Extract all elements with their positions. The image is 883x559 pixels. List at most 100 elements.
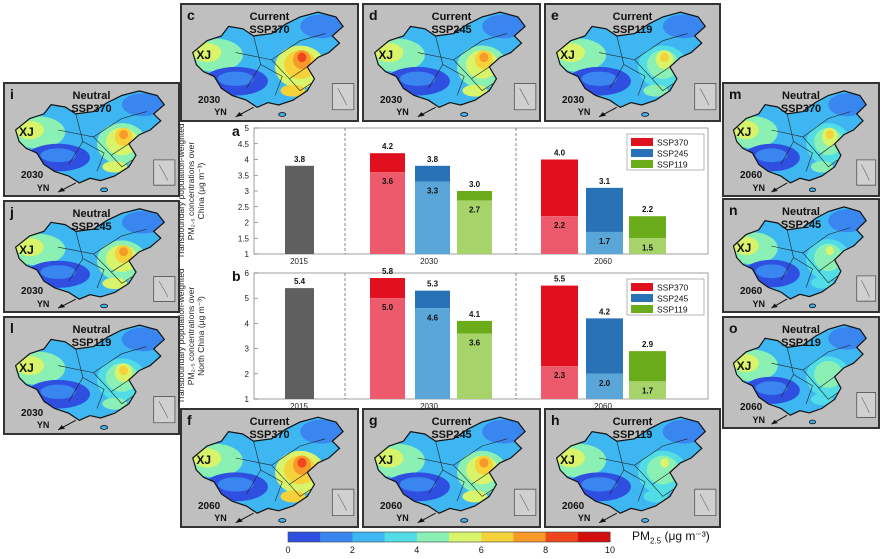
panel-title: Neutral SSP119 <box>781 324 821 349</box>
map-panel-l: l Neutral SSP119 2030 XJ YN <box>3 316 180 435</box>
colorbar-tick-label: 8 <box>543 545 548 555</box>
map-panel-f: f Current SSP370 2060 XJ YN <box>180 408 359 528</box>
colorbar-tick-label: 10 <box>605 545 615 555</box>
panel-letter: c <box>187 7 195 23</box>
x-tick-label: 2030 <box>420 257 438 266</box>
y-tick-label: 4 <box>245 319 250 328</box>
y-tick-label: 5 <box>245 124 250 133</box>
panel-title: Current SSP370 <box>249 11 290 36</box>
label-xj: XJ <box>560 47 575 62</box>
colorbar-segment <box>449 532 482 542</box>
label-xj: XJ <box>560 453 575 468</box>
label-yn: YN <box>752 415 765 426</box>
label-yn: YN <box>396 107 409 118</box>
label-xj: XJ <box>196 453 211 468</box>
bar-SSP119-2030-base <box>457 333 492 399</box>
map-panel-i: i Neutral SSP370 2030 XJ YN <box>3 82 180 197</box>
panel-year: 2030 <box>562 95 585 106</box>
bar-total-label: 5.5 <box>554 275 566 284</box>
label-yn: YN <box>577 513 591 524</box>
map-panel-e: e Current SSP119 2030 XJ YN <box>544 3 721 122</box>
colorbar-segment <box>416 532 450 542</box>
panel-letter: m <box>729 86 742 102</box>
panel-letter: i <box>10 86 14 102</box>
bar-total-label: 5.8 <box>382 267 394 276</box>
y-tick-label: 6 <box>245 269 250 278</box>
chart-panel-letter: a <box>232 123 240 139</box>
y-tick-label: 1 <box>245 250 250 259</box>
svg-text:Transboundary population-weigh: Transboundary population-weighted <box>176 268 186 404</box>
bar-SSP245-2060-base <box>586 231 623 254</box>
legend-swatch-SSP370 <box>631 283 653 291</box>
china-map-m <box>724 84 880 197</box>
x-tick-label: 2015 <box>290 402 308 411</box>
china-map-d <box>364 5 541 122</box>
y-tick-label: 2 <box>245 370 250 379</box>
chart-panel-letter: b <box>232 268 241 284</box>
bar-total-label: 4.0 <box>554 149 566 158</box>
label-yn: YN <box>214 107 227 118</box>
panel-letter: d <box>369 7 378 23</box>
y-tick-label: 4 <box>245 156 250 165</box>
legend-swatch-SSP245 <box>631 294 653 302</box>
colorbar-segment <box>320 532 353 542</box>
map-panel-c: c Current SSP370 2030 XJ YN <box>180 3 359 122</box>
panel-year: 2030 <box>198 95 221 106</box>
bar-SSP370-2030-base <box>370 172 405 254</box>
bar-SSP245-2060-top <box>586 318 623 374</box>
legend-label: SSP119 <box>657 305 688 315</box>
x-tick-label: 2015 <box>290 257 308 266</box>
bar-total-label: 5.3 <box>427 280 439 289</box>
bar-SSP370-2030-top <box>370 278 405 299</box>
china-map-n <box>724 200 880 313</box>
legend-label: SSP245 <box>657 294 688 304</box>
china-map-l <box>5 318 180 435</box>
map-panel-g: g Current SSP245 2060 XJ YN <box>362 408 541 528</box>
panel-letter: g <box>369 412 378 428</box>
colorbar-segment <box>288 532 321 542</box>
legend-swatch-SSP119 <box>631 160 653 168</box>
colorbar-segment <box>513 532 547 542</box>
colorbar-segment <box>545 532 579 542</box>
bar-SSP370-2030-base <box>370 298 405 399</box>
label-xj: XJ <box>19 360 34 375</box>
bar-SSP370-2060-top <box>541 285 578 367</box>
bar-total-label: 3.8 <box>294 155 306 164</box>
y-tick-label: 4.5 <box>238 140 250 149</box>
bar-2015 <box>285 165 314 254</box>
label-yn: YN <box>36 182 50 193</box>
panel-year: 2030 <box>380 95 403 106</box>
bar-SSP245-2030-base <box>415 181 450 254</box>
bar-SSP245-2030-top <box>415 165 450 182</box>
bar-SSP370-2030-top <box>370 153 405 173</box>
panel-year: 2060 <box>740 286 763 297</box>
label-yn: YN <box>36 299 50 310</box>
panel-title: Neutral SSP245 <box>780 206 822 231</box>
bar-base-label: 4.6 <box>427 313 439 322</box>
china-map-h <box>546 410 721 528</box>
bar-base-label: 2.3 <box>554 371 566 380</box>
map-panel-m: m Neutral SSP370 2060 XJ YN <box>722 82 880 197</box>
legend-label: SSP119 <box>657 160 688 170</box>
panel-year: 2030 <box>21 170 44 181</box>
china-map-c <box>182 5 359 122</box>
panel-letter: o <box>729 320 738 336</box>
svg-text:Transboundary population-weigh: Transboundary population-weighted <box>176 123 186 259</box>
bar-SSP119-2060-top <box>629 216 666 239</box>
y-tick-label: 3 <box>245 345 250 354</box>
bar-SSP245-2060-base <box>586 373 623 399</box>
x-tick-label: 2060 <box>594 257 612 266</box>
map-panel-o: o Neutral SSP119 2060 XJ YN <box>722 316 880 429</box>
bar-SSP119-2030-top <box>457 191 492 201</box>
bar-total-label: 5.4 <box>294 277 306 286</box>
china-map-i <box>5 84 180 197</box>
label-xj: XJ <box>378 453 393 468</box>
bar-base-label: 3.3 <box>427 187 439 196</box>
bar-total-label: 2.9 <box>642 340 654 349</box>
y-tick-label: 5 <box>245 294 250 303</box>
bar-total-label: 2.2 <box>642 205 654 214</box>
label-xj: XJ <box>19 242 34 257</box>
legend-label: SSP245 <box>657 149 688 159</box>
